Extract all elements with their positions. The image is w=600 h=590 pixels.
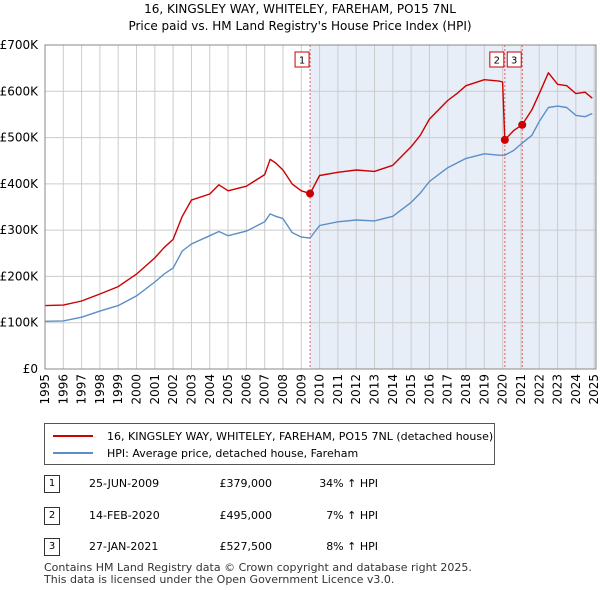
x-tick-label: 2009 — [294, 374, 308, 405]
sale-hpi-change: 34% ↑ HPI — [319, 477, 378, 490]
y-tick-label: £0 — [23, 362, 38, 376]
plot-frame — [44, 44, 597, 370]
x-tick-label: 2007 — [258, 374, 272, 405]
property-price-line — [44, 72, 593, 307]
x-tick-label: 2001 — [148, 374, 162, 405]
sale-point — [500, 135, 509, 144]
sale-number-badge: 2 — [44, 507, 60, 525]
sale-label-number: 1 — [299, 56, 305, 67]
sale-price: £527,500 — [219, 540, 273, 553]
sale-row-1: 1 25-JUN-2009 £379,000 34% ↑ HPI — [44, 474, 464, 494]
y-tick-label: £200K — [0, 269, 39, 283]
x-tick-label: 2018 — [459, 374, 473, 405]
x-tick-label: 2013 — [368, 374, 382, 405]
sale-label-box — [506, 51, 522, 68]
x-tick-label: 1996 — [56, 374, 70, 405]
x-tick-label: 2022 — [532, 374, 546, 405]
sale-point — [306, 189, 315, 198]
x-tick-label: 2025 — [587, 374, 600, 405]
x-tick-label: 2010 — [313, 374, 327, 405]
sale-hpi-change: 7% ↑ HPI — [326, 509, 378, 522]
y-tick-label: £500K — [0, 131, 39, 145]
sale-label-number: 2 — [494, 56, 500, 67]
x-tick-label: 1995 — [38, 374, 52, 405]
x-tick-label: 2023 — [551, 374, 565, 405]
hpi-line — [44, 105, 593, 322]
chart-title-address: 16, KINGSLEY WAY, WHITELEY, FAREHAM, PO1… — [144, 2, 456, 16]
x-tick-label: 2008 — [276, 374, 290, 405]
x-tick-label: 2002 — [166, 374, 180, 405]
sale-price: £495,000 — [219, 509, 273, 522]
y-tick-label: £600K — [0, 84, 39, 98]
sale-number-badge: 3 — [44, 538, 60, 556]
x-tick-label: 2006 — [239, 374, 253, 405]
legend-item-property: 16, KINGSLEY WAY, WHITELEY, FAREHAM, PO1… — [53, 428, 493, 444]
legend-swatch-hpi — [53, 452, 93, 454]
x-tick-label: 2012 — [349, 374, 363, 405]
x-tick-label: 2005 — [221, 374, 235, 405]
y-tick-label: £100K — [0, 316, 39, 330]
sale-hpi-change: 8% ↑ HPI — [326, 540, 378, 553]
sale-row-2: 2 14-FEB-2020 £495,000 7% ↑ HPI — [44, 506, 464, 526]
x-tick-label: 2019 — [477, 374, 491, 405]
x-tick-label: 2024 — [569, 374, 583, 405]
shaded-ownership-region — [310, 45, 596, 369]
legend-item-hpi: HPI: Average price, detached house, Fare… — [53, 445, 358, 461]
chart-subtitle: Price paid vs. HM Land Registry's House … — [128, 19, 472, 33]
x-tick-label: 2011 — [331, 374, 345, 405]
legend-swatch-property — [53, 435, 93, 437]
legend: 16, KINGSLEY WAY, WHITELEY, FAREHAM, PO1… — [44, 423, 495, 465]
y-tick-label: £300K — [0, 223, 39, 237]
y-tick-label: £700K — [0, 38, 39, 52]
sale-date: 27-JAN-2021 — [89, 540, 159, 553]
x-tick-label: 2014 — [386, 374, 400, 405]
x-tick-label: 1998 — [93, 374, 107, 405]
sale-row-3: 3 27-JAN-2021 £527,500 8% ↑ HPI — [44, 537, 464, 557]
x-tick-label: 2003 — [184, 374, 198, 405]
x-tick-label: 2017 — [441, 374, 455, 405]
sale-point — [518, 120, 527, 129]
x-tick-label: 1997 — [75, 374, 89, 405]
x-tick-label: 2021 — [514, 374, 528, 405]
sale-label-box — [489, 51, 505, 68]
x-tick-label: 1999 — [111, 374, 125, 405]
footer-copyright: Contains HM Land Registry data © Crown c… — [44, 561, 472, 574]
y-tick-label: £400K — [0, 177, 39, 191]
x-tick-label: 2016 — [422, 374, 436, 405]
x-tick-label: 2004 — [203, 374, 217, 405]
x-tick-label: 2020 — [496, 374, 510, 405]
sale-label-box — [294, 51, 310, 68]
x-tick-label: 2000 — [130, 374, 144, 405]
footer-licence: This data is licensed under the Open Gov… — [44, 573, 395, 586]
legend-label-hpi: HPI: Average price, detached house, Fare… — [107, 446, 359, 460]
legend-label-property: 16, KINGSLEY WAY, WHITELEY, FAREHAM, PO1… — [107, 429, 494, 443]
x-tick-label: 2015 — [404, 374, 418, 405]
sale-label-number: 3 — [511, 56, 517, 67]
sale-date: 14-FEB-2020 — [89, 509, 160, 522]
sale-date: 25-JUN-2009 — [89, 477, 160, 490]
sale-price: £379,000 — [219, 477, 273, 490]
sale-number-badge: 1 — [44, 475, 60, 493]
